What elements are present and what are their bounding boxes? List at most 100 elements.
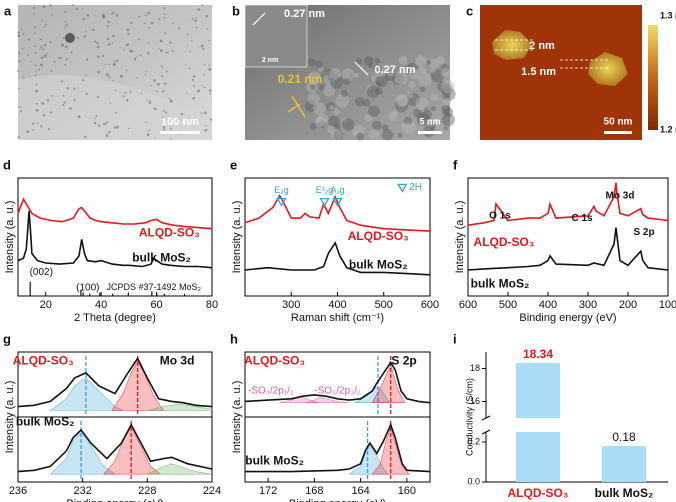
y-axis-title: Intensity (a. u.): [231, 201, 243, 274]
dot: [26, 130, 30, 134]
dot: [372, 120, 382, 131]
dot: [130, 21, 133, 24]
annotation: (002): [30, 267, 53, 278]
dot: [430, 105, 437, 112]
dot: [126, 28, 130, 31]
image-label: 1.2 nm: [660, 124, 676, 134]
dot: [443, 126, 448, 131]
dot: [192, 96, 196, 100]
dot: [312, 102, 326, 116]
dot: [355, 58, 363, 65]
dot: [443, 80, 449, 86]
dot: [203, 73, 205, 76]
dot: [65, 45, 68, 49]
x-tick-label: 80: [206, 299, 218, 311]
dot: [367, 105, 380, 118]
dot: [94, 40, 97, 43]
dot: [34, 45, 37, 48]
dot: [323, 75, 329, 81]
dot: [169, 127, 172, 130]
dot: [434, 117, 441, 123]
dot: [205, 124, 207, 127]
spectrum-line: [244, 194, 431, 232]
x-tick-label: 600: [421, 299, 439, 311]
dot: [307, 58, 317, 67]
series-label: ALQD-SO₃: [139, 226, 200, 240]
dot: [119, 46, 121, 49]
dot: [34, 51, 37, 54]
dot: [381, 129, 394, 141]
dot: [408, 68, 420, 80]
dot: [362, 99, 371, 107]
dot: [309, 122, 317, 131]
dot: [77, 87, 79, 89]
dot: [191, 18, 194, 21]
dot: [163, 17, 166, 19]
dot: [112, 80, 114, 82]
dot: [159, 39, 163, 43]
y-tick-label: 0.0: [467, 476, 480, 486]
series-label: ALQD-SO₃: [13, 353, 74, 367]
dot: [180, 112, 184, 116]
dot: [342, 117, 348, 123]
dot: [84, 135, 87, 139]
dot: [333, 130, 344, 140]
y-tick-label: 0.2: [467, 436, 480, 446]
dot: [65, 58, 68, 61]
dot: [102, 54, 105, 57]
x-tick-label: 500: [375, 299, 393, 311]
dot: [40, 125, 43, 128]
dot: [85, 74, 87, 77]
dot: [35, 89, 38, 93]
dot: [97, 124, 100, 127]
dot: [440, 63, 450, 73]
dot: [178, 118, 180, 120]
dot: [69, 107, 72, 110]
dot: [315, 60, 324, 69]
dot: [162, 116, 165, 119]
image-label: 2 nm: [529, 40, 555, 52]
dot: [38, 68, 41, 71]
dot: [61, 44, 64, 47]
x-tick-label: 200: [619, 299, 637, 311]
dot: [341, 68, 355, 81]
dot: [403, 116, 413, 126]
dot: [70, 51, 73, 54]
dot: [421, 109, 432, 121]
dot: [32, 129, 35, 131]
dot: [45, 23, 47, 26]
dot: [40, 45, 43, 48]
dot: [419, 116, 424, 122]
dot: [165, 51, 167, 54]
fit-component: [103, 426, 162, 475]
axis-break: [481, 415, 491, 421]
dot: [32, 6, 35, 9]
dot: [374, 57, 381, 64]
dot: [364, 114, 373, 123]
dot: [440, 67, 451, 78]
tem-dots: [17, 4, 213, 140]
bar: [516, 362, 560, 418]
dot: [62, 104, 65, 106]
dot: [145, 70, 147, 73]
value-label: 18.34: [523, 347, 553, 361]
dot: [116, 125, 119, 129]
image-label: 0.27 nm: [284, 8, 325, 20]
y-axis-title: Intensity (a. u.): [4, 381, 16, 454]
dot: [60, 57, 62, 59]
panel-label: b: [232, 3, 240, 18]
dot: [109, 102, 112, 104]
dot: [168, 97, 171, 100]
dot: [112, 34, 115, 38]
x-tick-label: 236: [9, 485, 27, 497]
series-label: bulk MoS₂: [132, 250, 191, 264]
dot: [405, 122, 411, 128]
dot: [193, 75, 196, 78]
dot: [426, 60, 432, 65]
annotation: Mo 3d: [606, 190, 635, 201]
dot: [127, 43, 130, 46]
dot: [333, 133, 340, 141]
dot: [108, 76, 111, 79]
dot: [63, 101, 66, 104]
dot: [353, 72, 360, 78]
